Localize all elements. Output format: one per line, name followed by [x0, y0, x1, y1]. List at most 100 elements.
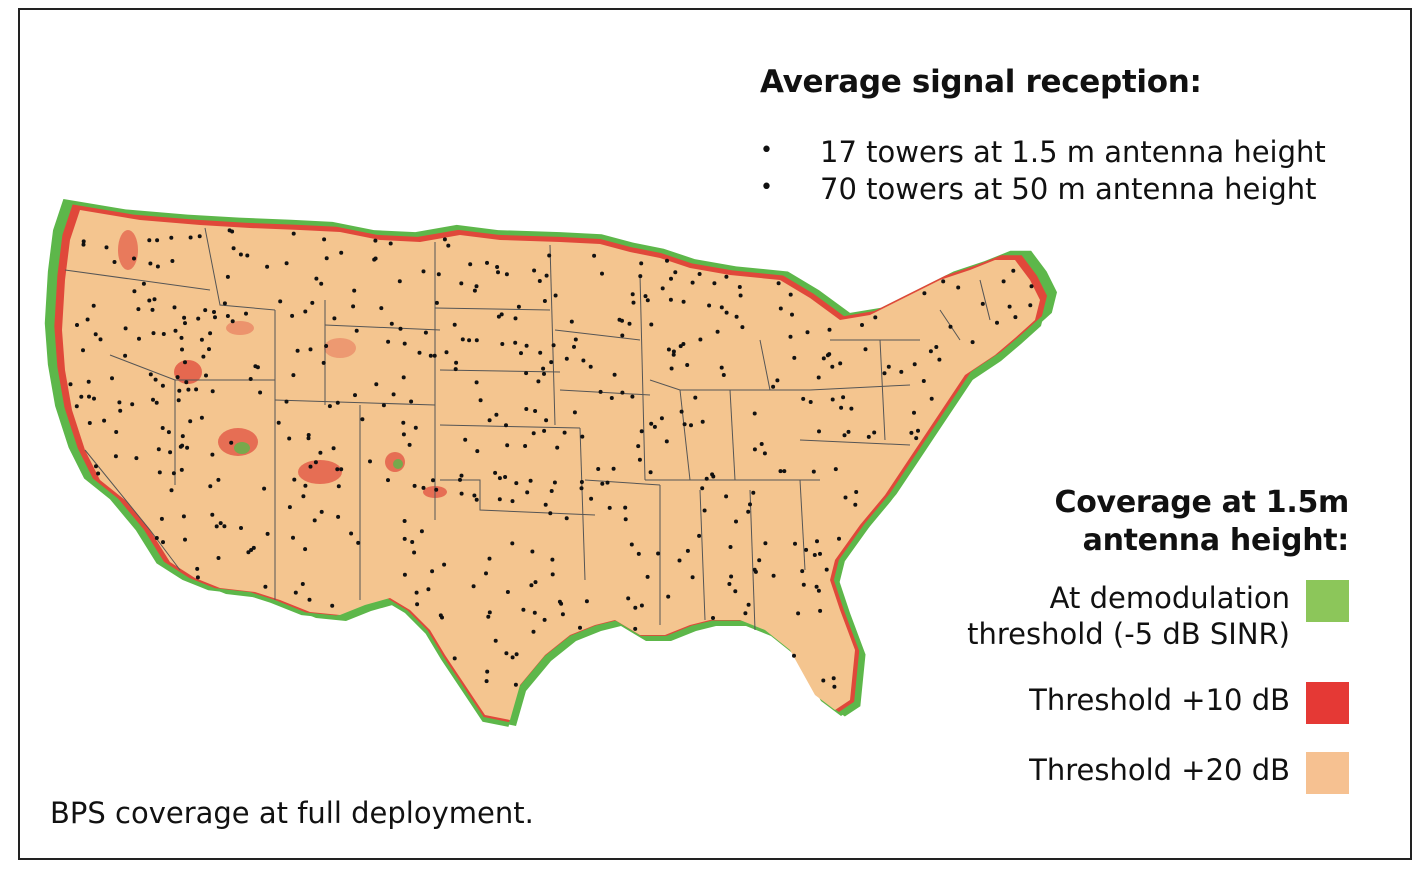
tower-dot	[505, 590, 510, 594]
tower-dot	[899, 369, 904, 374]
tower-dot	[712, 281, 717, 286]
tower-dot	[244, 311, 248, 316]
tower-dot	[222, 301, 227, 306]
tower-dot	[484, 679, 489, 684]
tower-dot	[415, 602, 420, 607]
tower-dot	[792, 653, 796, 658]
tower-dot	[560, 612, 565, 617]
legend-title-line: Coverage at 1.5m	[1054, 485, 1350, 520]
tower-dot	[478, 398, 483, 403]
tower-dot	[485, 260, 489, 265]
tower-dot	[801, 582, 806, 587]
tower-dot	[956, 285, 961, 290]
tower-dot	[153, 377, 158, 382]
tower-dot	[373, 256, 378, 261]
tower-dot	[179, 335, 184, 340]
tower-dot	[496, 314, 501, 319]
tower-dot	[849, 406, 854, 411]
tower-dot	[698, 337, 703, 342]
tower-dot	[152, 297, 157, 302]
tower-dot	[693, 395, 698, 400]
tower-dot	[474, 338, 479, 343]
tower-dot	[319, 281, 324, 286]
tower-dot	[402, 519, 407, 523]
tower-dot	[487, 418, 492, 423]
tower-dot	[523, 444, 528, 448]
tower-dot	[398, 326, 403, 331]
tower-dot	[793, 541, 797, 546]
tower-dot	[180, 443, 185, 448]
tower-dot	[495, 265, 500, 269]
tower-dot	[649, 322, 654, 327]
tower-dot	[442, 237, 447, 242]
tower-dot	[536, 379, 541, 384]
tower-dot	[737, 285, 742, 289]
tower-dot	[318, 450, 323, 455]
tower-dot	[401, 420, 406, 425]
tower-dot	[805, 330, 810, 335]
tower-dot	[801, 396, 806, 401]
tower-dot	[331, 446, 336, 451]
tower-dot	[505, 443, 510, 448]
tower-dot	[1011, 268, 1016, 273]
tower-dot	[453, 367, 458, 372]
tower-dot	[562, 430, 567, 435]
tower-dot	[183, 360, 187, 365]
tower-dot	[335, 400, 340, 405]
tower-dot	[841, 395, 846, 400]
tower-dot	[542, 371, 546, 376]
tower-dot	[609, 396, 614, 400]
tower-dot	[173, 328, 178, 333]
tower-dot	[921, 379, 926, 383]
tower-dot	[391, 392, 396, 397]
tower-dot	[208, 331, 213, 336]
tower-dot	[529, 583, 534, 588]
tower-dot	[148, 261, 153, 266]
tower-dot	[685, 548, 690, 553]
tower-dot	[114, 430, 119, 434]
tower-dot	[673, 270, 678, 275]
tower-dot	[295, 348, 300, 353]
tower-dot	[669, 276, 673, 281]
tower-dot	[775, 378, 780, 383]
tower-dot	[313, 460, 318, 465]
tower-dot	[532, 610, 537, 615]
tower-dot	[225, 274, 230, 279]
tower-dot	[493, 638, 498, 643]
tower-dot	[639, 429, 644, 434]
tower-dot	[467, 338, 472, 343]
tower-dot	[537, 279, 542, 283]
tower-dot	[800, 569, 805, 574]
tower-dot	[544, 273, 549, 278]
tower-dot	[87, 394, 91, 399]
tower-dot	[746, 602, 751, 607]
tower-dot	[199, 415, 204, 420]
tower-dot	[229, 440, 234, 445]
tower-dot	[265, 531, 270, 536]
tower-dot	[438, 613, 443, 618]
tower-dot	[253, 364, 258, 369]
tower-dot	[123, 353, 128, 358]
tower-dot	[690, 280, 695, 285]
tower-dot	[569, 319, 574, 324]
legend-swatch-green	[1306, 580, 1349, 622]
tower-dot	[113, 454, 118, 459]
tower-dot	[379, 306, 384, 311]
tower-dot	[645, 574, 650, 579]
tower-dot	[711, 616, 715, 620]
tower-dot	[287, 505, 292, 510]
tower-dot	[327, 404, 332, 409]
tower-dot	[778, 306, 783, 311]
tower-dot	[596, 467, 601, 471]
tower-dot	[91, 303, 96, 308]
tower-dot	[528, 478, 533, 483]
legend-label: At demodulation threshold (-5 dB SINR)	[967, 580, 1290, 652]
tower-dot	[81, 242, 86, 247]
tower-dot	[312, 518, 317, 523]
tower-dot	[169, 235, 174, 240]
tower-dot	[790, 312, 794, 317]
tower-dot	[207, 347, 211, 352]
tower-dot	[811, 469, 816, 474]
tower-dot	[239, 526, 243, 530]
tower-dot	[1007, 304, 1012, 309]
